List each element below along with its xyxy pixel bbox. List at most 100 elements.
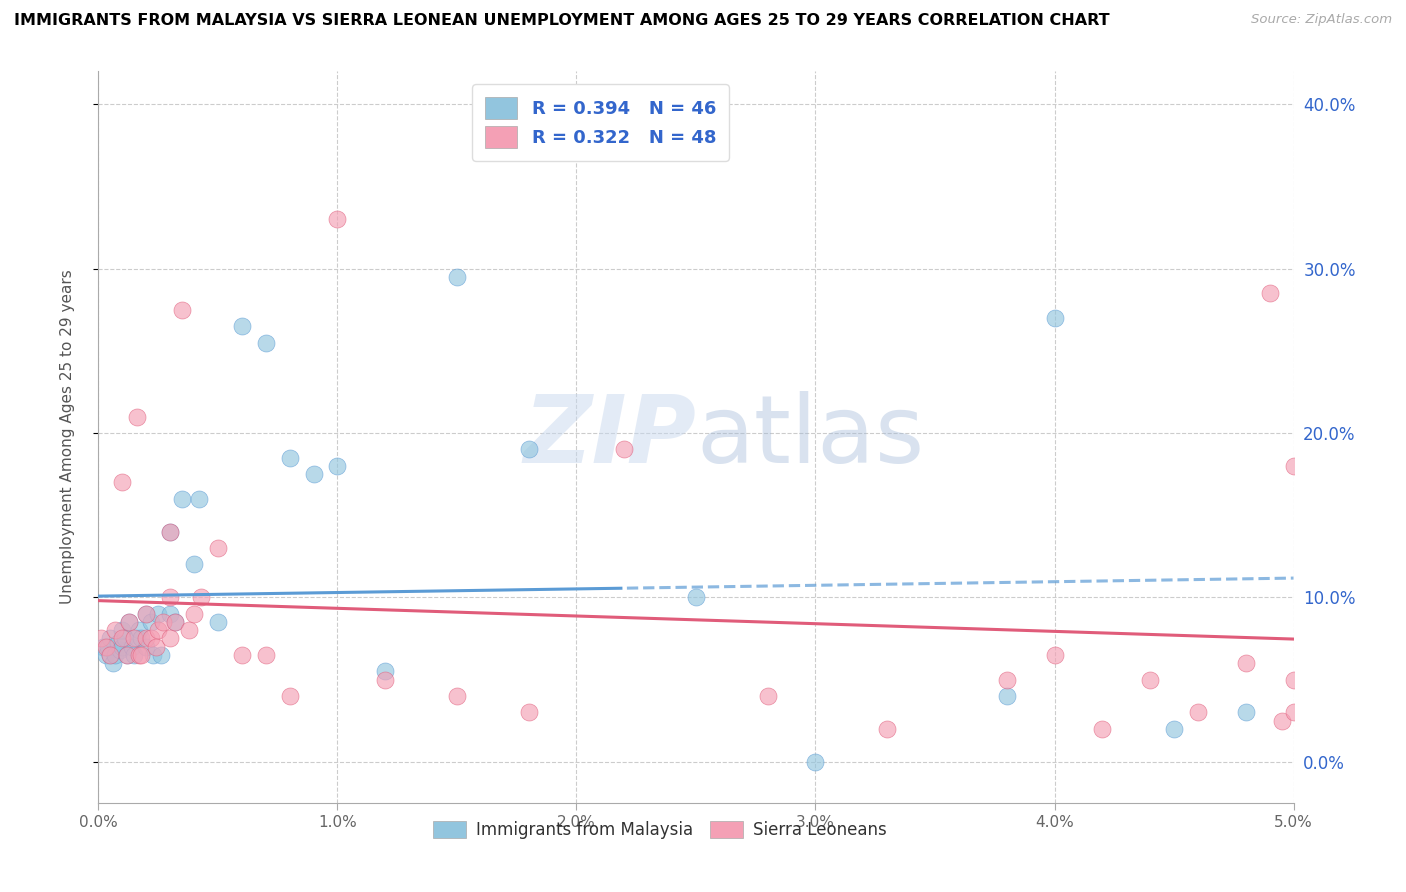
Point — [159, 632, 181, 646]
Point — [179, 624, 201, 638]
Point — [326, 212, 349, 227]
Point — [135, 607, 157, 621]
Point — [145, 640, 167, 654]
Point — [1163, 722, 1185, 736]
Point — [94, 640, 117, 654]
Point — [163, 615, 186, 629]
Point — [1282, 706, 1305, 720]
Point — [91, 640, 114, 654]
Point — [94, 648, 117, 662]
Point — [446, 689, 468, 703]
Text: Source: ZipAtlas.com: Source: ZipAtlas.com — [1251, 13, 1392, 27]
Point — [111, 624, 134, 638]
Point — [207, 615, 229, 629]
Point — [995, 689, 1018, 703]
Point — [756, 689, 779, 703]
Point — [172, 302, 194, 317]
Point — [142, 648, 165, 662]
Point — [111, 632, 134, 646]
Point — [613, 442, 636, 457]
Point — [278, 450, 301, 465]
Legend: Immigrants from Malaysia, Sierra Leoneans: Immigrants from Malaysia, Sierra Leonean… — [426, 814, 894, 846]
Point — [183, 607, 205, 621]
Point — [685, 591, 707, 605]
Point — [121, 640, 143, 654]
Point — [90, 632, 112, 646]
Point — [118, 615, 141, 629]
Point — [374, 673, 396, 687]
Point — [124, 648, 146, 662]
Point — [108, 643, 131, 657]
Point — [995, 673, 1018, 687]
Point — [139, 632, 162, 646]
Point — [159, 591, 181, 605]
Point — [128, 648, 150, 662]
Point — [517, 442, 540, 457]
Text: atlas: atlas — [696, 391, 924, 483]
Point — [135, 607, 157, 621]
Point — [111, 475, 134, 490]
Point — [231, 648, 253, 662]
Point — [101, 656, 124, 670]
Text: IMMIGRANTS FROM MALAYSIA VS SIERRA LEONEAN UNEMPLOYMENT AMONG AGES 25 TO 29 YEAR: IMMIGRANTS FROM MALAYSIA VS SIERRA LEONE… — [14, 13, 1109, 29]
Point — [104, 624, 127, 638]
Point — [278, 689, 301, 703]
Point — [326, 458, 349, 473]
Point — [148, 624, 170, 638]
Point — [207, 541, 229, 555]
Point — [114, 632, 136, 646]
Point — [254, 335, 277, 350]
Point — [231, 319, 253, 334]
Point — [1234, 656, 1257, 670]
Point — [1091, 722, 1114, 736]
Point — [139, 615, 162, 629]
Point — [374, 665, 396, 679]
Point — [128, 624, 150, 638]
Point — [111, 640, 134, 654]
Point — [131, 632, 153, 646]
Point — [254, 648, 277, 662]
Point — [98, 648, 122, 662]
Point — [876, 722, 898, 736]
Point — [1043, 310, 1066, 325]
Point — [107, 636, 129, 650]
Point — [131, 648, 153, 662]
Point — [97, 640, 120, 654]
Point — [1043, 648, 1066, 662]
Point — [1282, 673, 1305, 687]
Y-axis label: Unemployment Among Ages 25 to 29 years: Unemployment Among Ages 25 to 29 years — [60, 269, 75, 605]
Point — [804, 755, 827, 769]
Point — [159, 524, 181, 539]
Point — [118, 615, 141, 629]
Point — [1234, 706, 1257, 720]
Point — [159, 524, 181, 539]
Point — [1271, 714, 1294, 728]
Point — [446, 269, 468, 284]
Point — [125, 409, 148, 424]
Point — [190, 591, 212, 605]
Point — [135, 632, 157, 646]
Point — [115, 648, 138, 662]
Point — [104, 648, 127, 662]
Point — [98, 648, 122, 662]
Point — [187, 491, 209, 506]
Point — [152, 615, 174, 629]
Point — [302, 467, 325, 481]
Point — [148, 607, 170, 621]
Point — [149, 648, 172, 662]
Point — [135, 640, 157, 654]
Point — [163, 615, 186, 629]
Point — [183, 558, 205, 572]
Point — [115, 648, 138, 662]
Point — [1258, 286, 1281, 301]
Point — [125, 632, 148, 646]
Point — [1187, 706, 1209, 720]
Point — [98, 632, 122, 646]
Point — [172, 491, 194, 506]
Point — [517, 706, 540, 720]
Point — [124, 632, 146, 646]
Point — [159, 607, 181, 621]
Point — [1282, 458, 1305, 473]
Text: ZIP: ZIP — [523, 391, 696, 483]
Point — [1139, 673, 1161, 687]
